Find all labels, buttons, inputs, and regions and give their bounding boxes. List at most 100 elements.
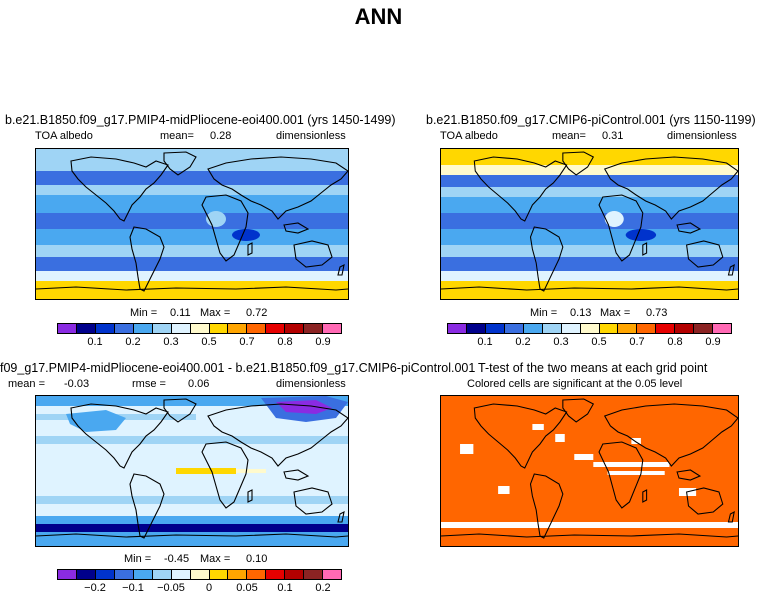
panel-4-map-svg — [441, 396, 738, 546]
colorbar-tick-label: −0.2 — [84, 582, 106, 594]
panel-2-map — [440, 148, 739, 300]
colorbar-swatch — [133, 324, 153, 333]
colorbar-tick-label: 0.2 — [315, 582, 331, 594]
colorbar-swatch — [542, 324, 562, 333]
colorbar-swatch — [152, 570, 172, 579]
panel-3-map — [35, 395, 349, 547]
colorbar-swatch — [304, 324, 324, 333]
panel-1-map-svg — [36, 149, 348, 299]
panel-1-title: b.e21.B1850.f09_g17.PMIP4-midPliocene-eo… — [5, 113, 396, 127]
colorbar-swatch — [190, 570, 210, 579]
colorbar-swatch — [637, 324, 657, 333]
colorbar-tick-label: 0.5 — [201, 336, 217, 348]
colorbar-swatch — [285, 570, 305, 579]
colorbar-2-ticks: 0.1 0.2 0.3 0.5 0.7 0.8 0.9 — [447, 334, 732, 350]
panel-4-map — [440, 395, 739, 547]
colorbar-swatch — [114, 570, 134, 579]
colorbar-swatch — [247, 570, 267, 579]
colorbar-swatch — [95, 324, 115, 333]
colorbar-tick-label: 0.1 — [87, 336, 103, 348]
colorbar-swatch — [466, 324, 486, 333]
panel-2-mean-label: mean= — [552, 130, 586, 142]
colorbar-swatch — [694, 324, 714, 333]
colorbar-swatch — [656, 324, 676, 333]
colorbar-swatch — [285, 324, 305, 333]
colorbar-swatch — [247, 324, 267, 333]
colorbar-tick-label: −0.05 — [157, 582, 185, 594]
panel-1-variable: TOA albedo — [35, 130, 93, 142]
colorbar-tick-label: 0.7 — [239, 336, 255, 348]
colorbar-swatch — [76, 570, 96, 579]
panel-3-rmse-label: rmse = — [132, 378, 166, 390]
colorbar-swatch — [580, 324, 600, 333]
colorbar-swatch — [561, 324, 581, 333]
panel-2-units: dimensionless — [667, 130, 737, 142]
panel-3-max-label: Max = — [200, 553, 231, 565]
panel-3-min: -0.45 — [164, 553, 190, 565]
colorbar-swatch — [485, 324, 505, 333]
colorbar-swatch — [266, 570, 286, 579]
panel-1-max: 0.72 — [246, 307, 268, 319]
panel-3-mean-label: mean = — [8, 378, 45, 390]
colorbar-swatch — [448, 324, 467, 333]
colorbar-swatch — [304, 570, 324, 579]
colorbar-swatch — [171, 570, 191, 579]
panel-3-max: 0.10 — [246, 553, 268, 565]
colorbar-tick-label: 0.3 — [163, 336, 179, 348]
colorbar-swatch — [323, 324, 342, 333]
colorbar-tick-label: 0.9 — [705, 336, 721, 348]
panel-2-map-svg — [441, 149, 738, 299]
colorbar-swatch — [76, 324, 96, 333]
panel-2-min: 0.13 — [570, 307, 592, 319]
colorbar-swatch — [228, 570, 248, 579]
colorbar-tick-label: 0 — [205, 582, 213, 594]
panel-2-max-label: Max = — [600, 307, 631, 319]
colorbar-tick-label: 0.8 — [667, 336, 683, 348]
colorbar-swatch — [228, 324, 248, 333]
colorbar-tick-label: 0.1 — [477, 336, 493, 348]
colorbar-swatch — [152, 324, 172, 333]
colorbar-tick-label: 0.1 — [277, 582, 293, 594]
panel-4-subtitle: Colored cells are significant at the 0.0… — [467, 378, 683, 390]
colorbar-swatch — [95, 570, 115, 579]
panel-2-max: 0.73 — [646, 307, 668, 319]
panel-4-title: T-test of the two means at each grid poi… — [478, 361, 708, 375]
colorbar-tick-label: 0.05 — [236, 582, 258, 594]
colorbar-swatch — [209, 570, 229, 579]
colorbar-swatch — [618, 324, 638, 333]
colorbar-swatch — [133, 570, 153, 579]
colorbar-3-swatches — [57, 569, 342, 580]
panel-2-title: b.e21.B1850.f09_g17.CMIP6-piControl.001 … — [426, 113, 756, 127]
colorbar-swatch — [504, 324, 524, 333]
colorbar-swatch — [675, 324, 695, 333]
panel-1-mean-value: 0.28 — [210, 130, 232, 142]
colorbar-swatch — [190, 324, 210, 333]
colorbar-swatch — [171, 324, 191, 333]
panel-3-map-svg — [36, 396, 348, 546]
colorbar-swatch — [58, 324, 77, 333]
panel-3-rmse-value: 0.06 — [188, 378, 210, 390]
colorbar-3: −0.2 −0.1 −0.05 0 0.05 0.1 0.2 — [57, 569, 342, 596]
colorbar-1-ticks: 0.1 0.2 0.3 0.5 0.7 0.8 0.9 — [57, 334, 342, 350]
colorbar-swatch — [523, 324, 543, 333]
colorbar-2-swatches — [447, 323, 732, 334]
panel-1-min: 0.11 — [170, 307, 191, 319]
panel-2-variable: TOA albedo — [440, 130, 498, 142]
panel-3-units: dimensionless — [276, 378, 346, 390]
panel-3-min-label: Min = — [124, 553, 152, 565]
panel-1-map — [35, 148, 349, 300]
panel-1-units: dimensionless — [276, 130, 346, 142]
colorbar-tick-label: 0.2 — [515, 336, 531, 348]
colorbar-tick-label: 0.8 — [277, 336, 293, 348]
figure-title: ANN — [354, 4, 403, 29]
colorbar-swatch — [323, 570, 342, 579]
colorbar-swatch — [713, 324, 732, 333]
colorbar-1: 0.1 0.2 0.3 0.5 0.7 0.8 0.9 — [57, 323, 342, 350]
panel-3-title: f09_g17.PMIP4-midPliocene-eoi400.001 - b… — [0, 361, 476, 375]
colorbar-tick-label: 0.2 — [125, 336, 141, 348]
panel-3-mean-value: -0.03 — [64, 378, 90, 390]
colorbar-swatch — [266, 324, 286, 333]
colorbar-tick-label: 0.5 — [591, 336, 607, 348]
colorbar-swatch — [58, 570, 77, 579]
panel-2-min-label: Min = — [530, 307, 558, 319]
